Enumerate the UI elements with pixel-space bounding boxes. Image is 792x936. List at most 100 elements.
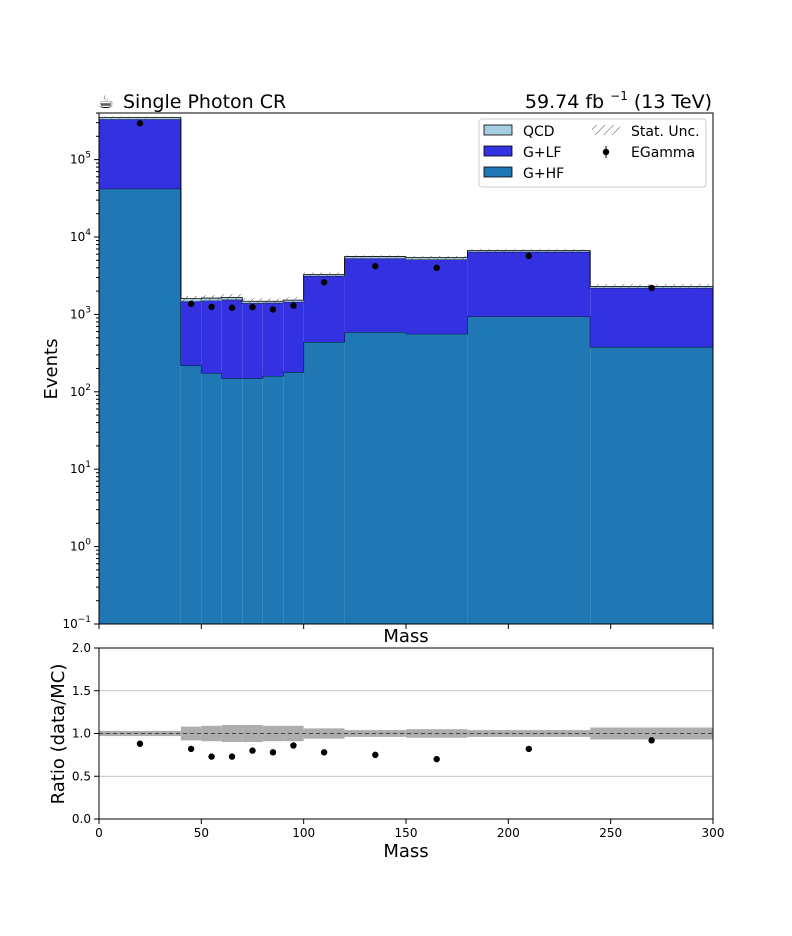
stack-bar-g-hf-7 — [303, 341, 345, 624]
top-y-tick-label-3: 102 — [70, 383, 91, 399]
top-y-axis-label: Events — [41, 339, 62, 400]
stack-bar-g-lf-7 — [303, 275, 345, 342]
data-point-6 — [290, 302, 297, 309]
stack-bar-g-hf-10 — [467, 316, 591, 624]
lumi-label: 59.74 fb −1 (13 TeV) — [525, 83, 712, 113]
ratio-x-tick-label-0: 0 — [95, 826, 103, 840]
stack-bar-g-lf-0 — [99, 119, 181, 189]
ratio-y-tick-label-1: 0.5 — [72, 769, 91, 783]
ratio-x-ticks: 0 50 100 150 200 250 300 — [95, 819, 724, 840]
top-y-tick-label-6: 105 — [70, 151, 91, 167]
stack-bar-g-lf-9 — [406, 259, 468, 334]
stack-bar-g-hf-3 — [221, 378, 243, 624]
data-point-7 — [320, 279, 328, 286]
stack-bar-g-hf-1 — [180, 365, 202, 624]
lumi-value: 59.74 — [525, 91, 579, 113]
ratio-point-8 — [372, 751, 379, 759]
ratio-y-tick-label-0: 0.0 — [72, 812, 91, 826]
data-point-10 — [525, 252, 532, 260]
data-points — [136, 120, 655, 313]
ratio-unc-bin-4 — [242, 724, 263, 743]
ratio-point-7 — [320, 749, 328, 756]
data-point-1 — [187, 300, 195, 308]
legend-label-qcd: QCD — [523, 124, 555, 140]
legend-marker-egamma — [602, 148, 610, 156]
ratio-point-10 — [525, 745, 532, 753]
ratio-y-tick-label-2: 1.0 — [72, 727, 91, 741]
stat-unc-bin-4 — [242, 298, 263, 305]
top-y-tick-label-0: 10−1 — [62, 615, 91, 631]
ratio-unc-bin-11 — [590, 727, 713, 740]
legend-swatch-qcd — [483, 124, 513, 136]
stack-bar-g-lf-4 — [242, 303, 263, 379]
ratio-y-ticks: 0.0 0.5 1.0 1.5 2.0 — [72, 641, 99, 826]
ratio-point-1 — [187, 745, 195, 753]
lumi-unit: fb — [585, 91, 604, 113]
data-point-2 — [208, 303, 215, 311]
stat-unc-bin-7 — [303, 272, 345, 277]
legend-swatch-ghf — [483, 166, 513, 178]
ratio-y-tick-label-3: 1.5 — [72, 684, 91, 698]
data-point-0 — [136, 120, 144, 127]
stat-unc-bin-3 — [221, 294, 243, 301]
ratio-point-0 — [136, 740, 144, 747]
top-y-ticks: 10−1 100 101 102 103 104 105 — [62, 112, 99, 631]
legend-label-stat-unc: Stat. Unc. — [631, 124, 700, 140]
chart-title: Single Photon CR — [123, 91, 286, 113]
ratio-point-5 — [269, 749, 277, 756]
legend-label-ghf: G+HF — [523, 166, 564, 182]
stack-bar-g-hf-2 — [201, 372, 222, 624]
ratio-y-axis-label: Ratio (data/MC) — [48, 664, 69, 805]
ratio-x-tick-label-5: 250 — [599, 826, 622, 840]
data-point-9 — [433, 264, 440, 272]
ratio-point-3 — [228, 753, 236, 760]
stack-histogram — [99, 117, 713, 625]
top-y-tick-label-4: 103 — [70, 305, 91, 321]
stat-unc-bin-1 — [180, 296, 202, 302]
title-icon: ☕ — [98, 92, 114, 113]
data-point-3 — [228, 304, 236, 311]
ratio-point-2 — [208, 753, 215, 760]
stack-bar-g-lf-2 — [201, 300, 222, 373]
stack-bar-g-lf-5 — [262, 302, 284, 377]
data-point-5 — [269, 306, 277, 313]
data-point-8 — [372, 262, 379, 270]
stack-bar-g-lf-10 — [467, 251, 591, 317]
ratio-x-tick-label-2: 100 — [292, 826, 315, 840]
ratio-x-tick-label-1: 50 — [194, 826, 209, 840]
top-y-tick-label-5: 104 — [70, 228, 91, 244]
ratio-points — [136, 737, 655, 763]
top-x-ticks — [98, 624, 714, 629]
stack-bar-g-hf-4 — [242, 378, 263, 624]
top-x-axis-label: Mass — [383, 626, 428, 647]
stack-bar-g-hf-0 — [99, 188, 181, 625]
stack-bar-g-hf-11 — [590, 346, 713, 624]
ratio-y-tick-label-4: 2.0 — [72, 641, 91, 655]
legend-swatch-stat-unc — [592, 125, 620, 135]
stat-unc-bin-6 — [283, 297, 304, 304]
ratio-point-11 — [648, 737, 655, 744]
legend-box — [478, 118, 707, 188]
legend-swatch-glf — [483, 145, 513, 157]
stat-unc-bin-10 — [467, 249, 591, 252]
stack-bar-g-lf-3 — [221, 299, 243, 379]
stack-bar-g-hf-6 — [283, 372, 304, 624]
stat-unc-bin-5 — [262, 298, 284, 305]
ratio-x-tick-label-6: 300 — [702, 826, 725, 840]
ratio-unc-bin-6 — [283, 725, 304, 742]
stat-unc-bin-8 — [344, 255, 406, 258]
stack-bar-g-lf-6 — [283, 301, 304, 373]
legend-label-glf: G+LF — [523, 145, 561, 161]
stat-unc-bin-9 — [406, 255, 468, 260]
ratio-point-4 — [249, 747, 256, 754]
stack-bar-g-hf-8 — [344, 332, 406, 624]
data-point-4 — [249, 303, 256, 311]
ratio-x-tick-label-3: 150 — [395, 826, 418, 840]
legend: QCD G+LF G+HF Stat. Unc. EGamma — [478, 118, 707, 188]
stat-unc-bin-2 — [201, 295, 222, 302]
ratio-point-6 — [290, 742, 297, 749]
stack-bar-g-lf-1 — [180, 301, 202, 366]
top-y-tick-label-2: 101 — [70, 460, 91, 476]
stack-bar-g-lf-8 — [344, 258, 406, 333]
